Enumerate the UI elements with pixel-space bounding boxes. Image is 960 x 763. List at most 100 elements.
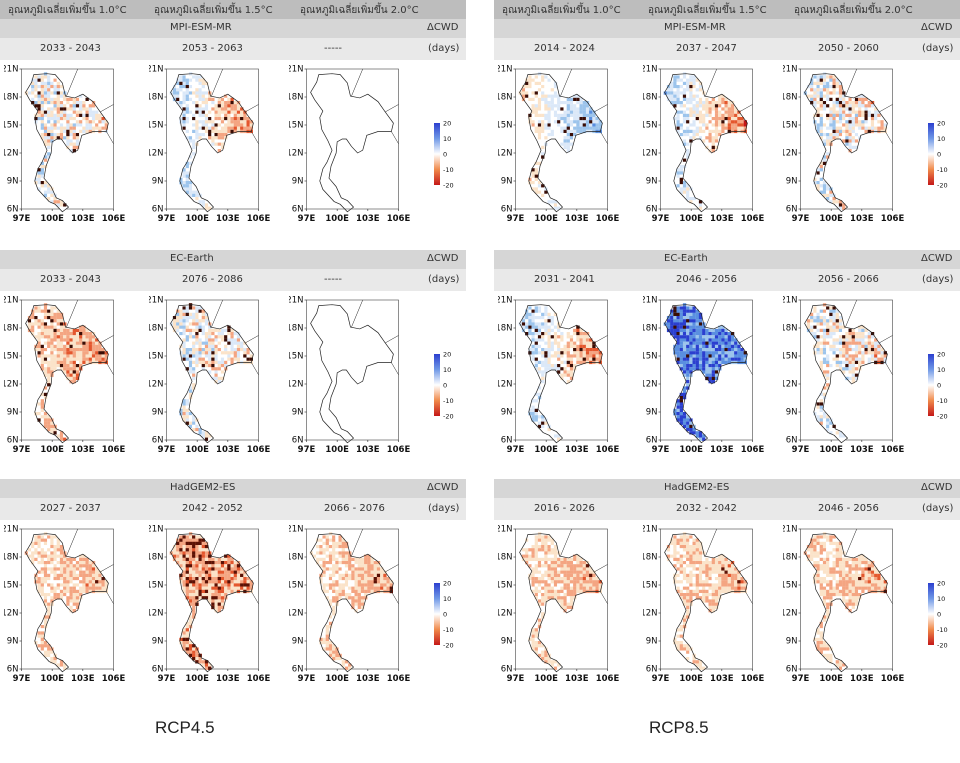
map-cell [40, 650, 44, 654]
significance-stipple [537, 335, 542, 339]
map-cell [698, 133, 703, 137]
map-cell [563, 133, 567, 137]
map-cell [826, 85, 830, 89]
map-cell [66, 328, 70, 333]
map-cell [332, 557, 336, 562]
map-cell [547, 322, 551, 326]
map-cell [870, 110, 875, 114]
map-cell [37, 402, 41, 406]
map-cell [85, 101, 89, 105]
map-cell [208, 104, 212, 108]
map-cell [544, 88, 548, 92]
significance-stipple [201, 596, 205, 600]
map-cell [47, 612, 51, 616]
map-cell [47, 653, 51, 658]
map-cell [579, 113, 583, 118]
map-cell [557, 367, 561, 371]
map-cell [198, 136, 202, 140]
map-cell [43, 155, 48, 159]
map-cell [845, 104, 849, 108]
map-cell [670, 81, 674, 86]
map-cell [832, 104, 836, 108]
significance-stipple [56, 136, 60, 140]
map-cell [179, 561, 183, 565]
colorbar-tick-label: 20 [443, 120, 451, 128]
map-cell [569, 142, 574, 146]
map-cell [59, 596, 64, 600]
map-cell [185, 81, 189, 86]
lon-tick-label: 100E [185, 674, 209, 684]
map-cell [47, 75, 51, 79]
map-cell [544, 136, 548, 140]
map-cell [673, 94, 677, 98]
map-cell [53, 577, 57, 581]
map-cell [528, 97, 532, 102]
map-cell [579, 107, 583, 111]
lon-tick-label: 103E [71, 214, 95, 224]
map-cell [43, 548, 48, 552]
map-cell [82, 104, 86, 108]
map-cell [819, 165, 823, 169]
map-cell [826, 193, 830, 198]
map-cell [37, 541, 41, 546]
map-cell [528, 91, 532, 95]
map-cell [695, 91, 699, 95]
map-cell [322, 644, 326, 648]
colorbar-tick-label: 0 [443, 151, 447, 159]
map-cell [72, 332, 76, 336]
map-cell [79, 580, 83, 584]
map-cell [582, 354, 586, 358]
significance-stipple [698, 200, 703, 204]
significance-stipple [185, 548, 189, 552]
map-cell [195, 120, 199, 124]
map-cell [531, 405, 535, 409]
map-cell [53, 593, 57, 597]
map-cell [670, 94, 674, 98]
map-cell [537, 133, 542, 137]
map-cell [91, 104, 96, 108]
map-cell [40, 625, 44, 629]
map-cell [182, 94, 186, 98]
map-cell [192, 348, 196, 352]
map-cell [208, 325, 212, 329]
map-cell [563, 360, 567, 365]
map-cell [224, 557, 228, 562]
map-cell [838, 133, 843, 137]
map-cell [698, 88, 703, 92]
map-cell [557, 129, 561, 134]
map-cell [185, 641, 189, 645]
map-cell [686, 142, 690, 146]
period-header: 2033 - 2043 2076 - 2086 ----- (days) [0, 269, 466, 291]
map-cell [528, 412, 532, 416]
map-cell [195, 357, 199, 361]
significance-stipple [867, 129, 871, 134]
map-cell [370, 573, 374, 578]
map-cell [810, 81, 814, 86]
lon-tick-label: 100E [819, 214, 843, 224]
map-cell [692, 85, 696, 89]
map-cell [198, 548, 202, 552]
significance-stipple [176, 97, 180, 102]
map-cell [883, 120, 887, 124]
map-cell [220, 139, 225, 143]
map-cell [682, 155, 687, 159]
map-cell [50, 535, 54, 539]
map-cell [195, 341, 199, 345]
map-cell [569, 97, 574, 102]
map-cell [560, 104, 564, 108]
map-cell [75, 583, 80, 587]
map-cell [822, 184, 827, 188]
map-cell [188, 424, 193, 429]
map-cell [550, 332, 554, 336]
thailand-outline [25, 73, 109, 213]
map-cell [842, 107, 846, 111]
map-cell [845, 97, 849, 102]
map-cell [214, 373, 218, 377]
map-cell [185, 97, 189, 102]
map-cell [547, 136, 551, 140]
lat-tick-label: 18N [149, 93, 164, 103]
map-cell [544, 428, 548, 432]
map-cell [47, 348, 51, 352]
map-cell [838, 88, 843, 92]
map-cell [541, 113, 545, 118]
